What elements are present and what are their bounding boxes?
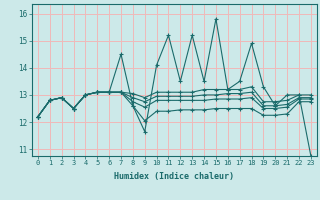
X-axis label: Humidex (Indice chaleur): Humidex (Indice chaleur)	[115, 172, 234, 181]
